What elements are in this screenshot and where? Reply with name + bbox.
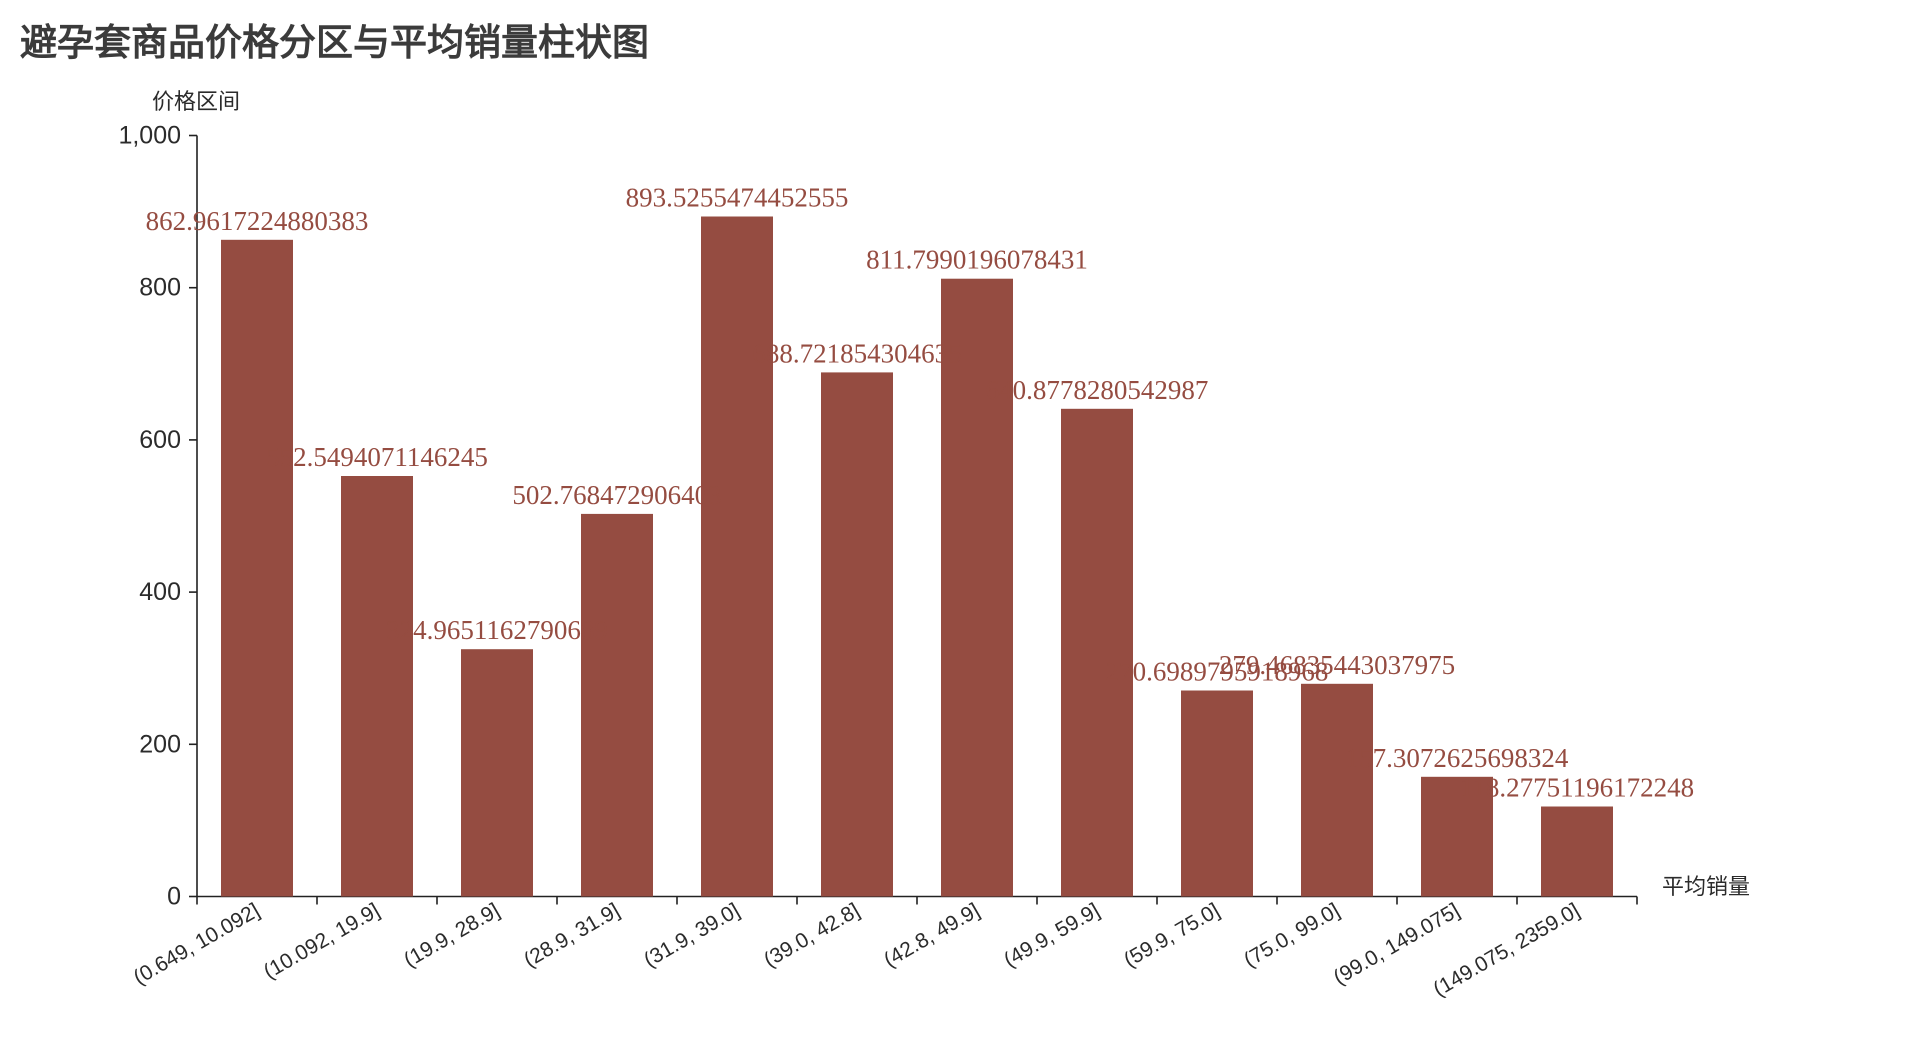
svg-text:(28.9, 31.9]: (28.9, 31.9]	[520, 899, 624, 972]
svg-text:(19.9, 28.9]: (19.9, 28.9]	[400, 899, 504, 972]
svg-text:400: 400	[139, 578, 181, 606]
svg-text:688.721854304635: 688.721854304635	[752, 338, 961, 368]
svg-text:(59.9, 75.0]: (59.9, 75.0]	[1120, 899, 1224, 972]
svg-text:640.8778280542987: 640.8778280542987	[986, 375, 1209, 405]
svg-text:(0.649, 10.092]: (0.649, 10.092]	[130, 899, 264, 990]
svg-text:324.9651162790689: 324.9651162790689	[386, 615, 608, 645]
svg-text:862.9617224880383: 862.9617224880383	[146, 206, 369, 236]
svg-text:552.5494071146245: 552.5494071146245	[266, 442, 488, 472]
svg-text:811.7990196078431: 811.7990196078431	[866, 245, 1088, 275]
svg-text:(39.0, 42.8]: (39.0, 42.8]	[760, 899, 864, 972]
svg-text:893.5255474452555: 893.5255474452555	[626, 183, 849, 213]
svg-text:(10.092, 19.9]: (10.092, 19.9]	[260, 899, 384, 984]
svg-text:600: 600	[139, 426, 181, 454]
svg-text:800: 800	[139, 274, 181, 302]
svg-text:(75.0, 99.0]: (75.0, 99.0]	[1240, 899, 1344, 972]
svg-text:(49.9, 59.9]: (49.9, 59.9]	[1000, 899, 1104, 972]
svg-text:118.27751196172248: 118.27751196172248	[1460, 773, 1694, 803]
svg-text:1,000: 1,000	[118, 122, 181, 150]
svg-text:279.46835443037975: 279.46835443037975	[1219, 650, 1455, 680]
svg-text:200: 200	[139, 730, 181, 758]
svg-text:0: 0	[167, 883, 181, 911]
svg-text:(31.9, 39.0]: (31.9, 39.0]	[640, 899, 744, 972]
svg-text:157.3072625698324: 157.3072625698324	[1346, 743, 1569, 773]
svg-text:(42.8, 49.9]: (42.8, 49.9]	[880, 899, 984, 972]
svg-text:502.768472906403: 502.768472906403	[512, 480, 721, 510]
